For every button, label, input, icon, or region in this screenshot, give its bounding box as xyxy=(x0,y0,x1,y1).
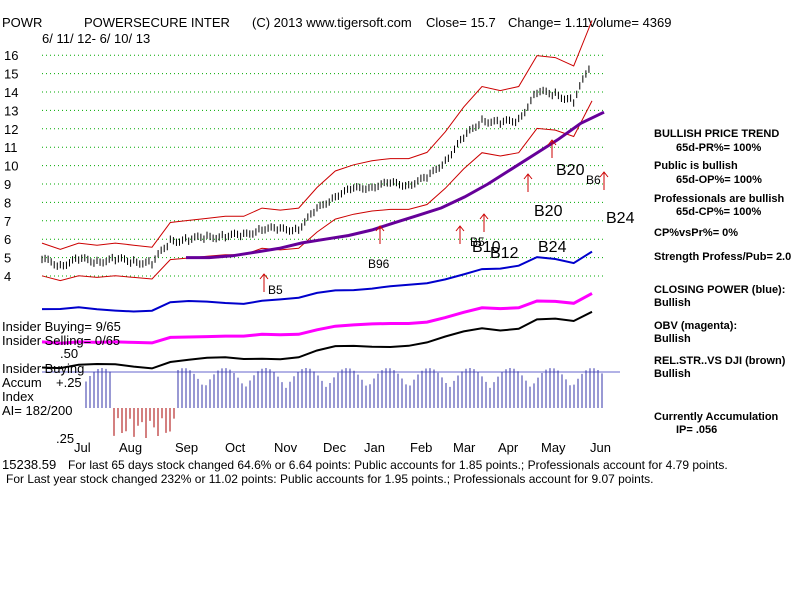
y-tick-label: 16 xyxy=(4,48,18,63)
x-tick-label: Dec xyxy=(323,440,347,455)
signal-arrow xyxy=(523,173,533,192)
upper-band xyxy=(41,20,593,250)
y-tick-label: 10 xyxy=(4,159,18,174)
closing-power-label: CLOSING POWER (blue): xyxy=(654,284,786,296)
relative-strength-line xyxy=(41,310,593,370)
footer-line-2: For Last year stock changed 232% or 11.0… xyxy=(6,472,654,486)
pr-value: 65d-PR%= 100% xyxy=(676,142,762,154)
y-tick-label: 11 xyxy=(4,140,18,155)
y-tick-label: 7 xyxy=(4,214,11,229)
signal-label: B12 xyxy=(490,245,519,262)
x-tick-label: Nov xyxy=(274,440,298,455)
signal-label: B5 xyxy=(268,283,283,297)
op-value: 65d-OP%= 100% xyxy=(676,174,762,186)
signal-arrows xyxy=(259,139,609,292)
close-value: Close= 15.7 xyxy=(426,15,496,30)
company-name: POWERSECURE INTER xyxy=(84,15,230,30)
signal-arrow xyxy=(599,171,609,190)
footer-line-1: For last 65 days stock changed 64.6% or … xyxy=(68,458,728,472)
x-tick-label: Apr xyxy=(498,440,519,455)
ai-label: AI= 182/200 xyxy=(2,403,73,418)
closing-power-line xyxy=(41,250,593,313)
y-tick-label: 9 xyxy=(4,177,11,192)
insider-selling-label: Insider Selling= 0/65 xyxy=(2,333,121,348)
acc-tick-25: +.25 xyxy=(56,375,82,390)
cp-vs-pr: CP%vsPr%= 0% xyxy=(654,227,739,239)
strength-ratio: Strength Profess/Pub= 2.0 xyxy=(654,251,792,263)
signal-arrow xyxy=(375,225,385,244)
relstr-label: REL.STR..VS DJI (brown) xyxy=(654,355,786,367)
signal-label: B5 xyxy=(470,235,485,249)
y-tick-label: 4 xyxy=(4,269,11,284)
signal-label: B24 xyxy=(538,239,567,256)
moving-average-line xyxy=(186,110,605,260)
relstr-value: Bullish xyxy=(654,368,691,380)
x-tick-label: Oct xyxy=(225,440,246,455)
lower-band xyxy=(41,100,593,282)
signal-label: B20 xyxy=(534,203,563,220)
accum-label: Accum xyxy=(2,375,42,390)
price-bars xyxy=(41,65,590,270)
y-tick-label: 12 xyxy=(4,122,18,137)
signal-label: B96 xyxy=(368,257,390,271)
y-tick-label: 8 xyxy=(4,195,11,210)
x-tick-label: Mar xyxy=(453,440,476,455)
x-tick-label: Jan xyxy=(364,440,385,455)
public-status: Public is bullish xyxy=(654,160,738,172)
signal-label: B24 xyxy=(606,210,635,227)
y-tick-label: 5 xyxy=(4,251,11,266)
y-tick-label: 13 xyxy=(4,103,18,118)
y-tick-label: 15 xyxy=(4,67,18,82)
index-label: Index xyxy=(2,389,34,404)
x-tick-label: Jun xyxy=(590,440,611,455)
signal-arrow xyxy=(259,273,269,292)
x-tick-label: Feb xyxy=(410,440,432,455)
obv-value: Bullish xyxy=(654,333,691,345)
signal-label: B10 xyxy=(472,239,501,256)
obv-label: OBV (magenta): xyxy=(654,320,738,332)
y-tick-label: 14 xyxy=(4,85,18,100)
obv-line xyxy=(41,292,593,345)
signal-label: B6 xyxy=(586,173,601,187)
signal-arrow xyxy=(479,213,489,232)
x-tick-label: Jul xyxy=(74,440,91,455)
professionals-status: Professionals are bullish xyxy=(654,193,785,205)
acc-tick-50: .50 xyxy=(60,346,79,361)
change-value: Change= 1.11 xyxy=(508,15,590,30)
ip-value: IP= .056 xyxy=(676,424,718,436)
x-tick-label: Sep xyxy=(175,440,198,455)
x-tick-label: May xyxy=(541,440,566,455)
insider-buying-label-2: Insider Buying xyxy=(2,361,85,376)
footer-garbled: 15238.59 xyxy=(2,457,57,472)
y-tick-label: 6 xyxy=(4,232,11,247)
cp-value: 65d-CP%= 100% xyxy=(676,206,762,218)
copyright: (C) 2013 www.tigersoft.com xyxy=(252,15,412,30)
signal-label: B20 xyxy=(556,162,585,179)
x-tick-labels: Jul Aug Sep Oct Nov Dec Jan Feb Mar Apr May Jun xyxy=(74,440,611,455)
volume-value: Volume= 4369 xyxy=(588,15,672,30)
insider-buying-label: Insider Buying= 9/65 xyxy=(2,319,121,334)
ticker: POWR xyxy=(2,15,43,30)
acc-tick-neg25: .25 xyxy=(56,431,75,446)
y-tick-labels: 4 5 6 7 8 9 10 11 12 13 14 15 16 xyxy=(4,48,18,284)
price-bands xyxy=(41,20,593,282)
signal-arrow xyxy=(547,139,557,158)
closing-power-value: Bullish xyxy=(654,297,691,309)
indicator-lines xyxy=(41,110,605,370)
x-tick-label: Aug xyxy=(119,440,142,455)
trend-title: BULLISH PRICE TREND xyxy=(654,128,780,140)
accumulation-bars xyxy=(42,368,620,438)
date-range: 6/ 11/ 12- 6/ 10/ 13 xyxy=(42,31,151,46)
signal-arrow xyxy=(455,225,465,244)
accumulation-label: Currently Accumulation xyxy=(654,411,779,423)
